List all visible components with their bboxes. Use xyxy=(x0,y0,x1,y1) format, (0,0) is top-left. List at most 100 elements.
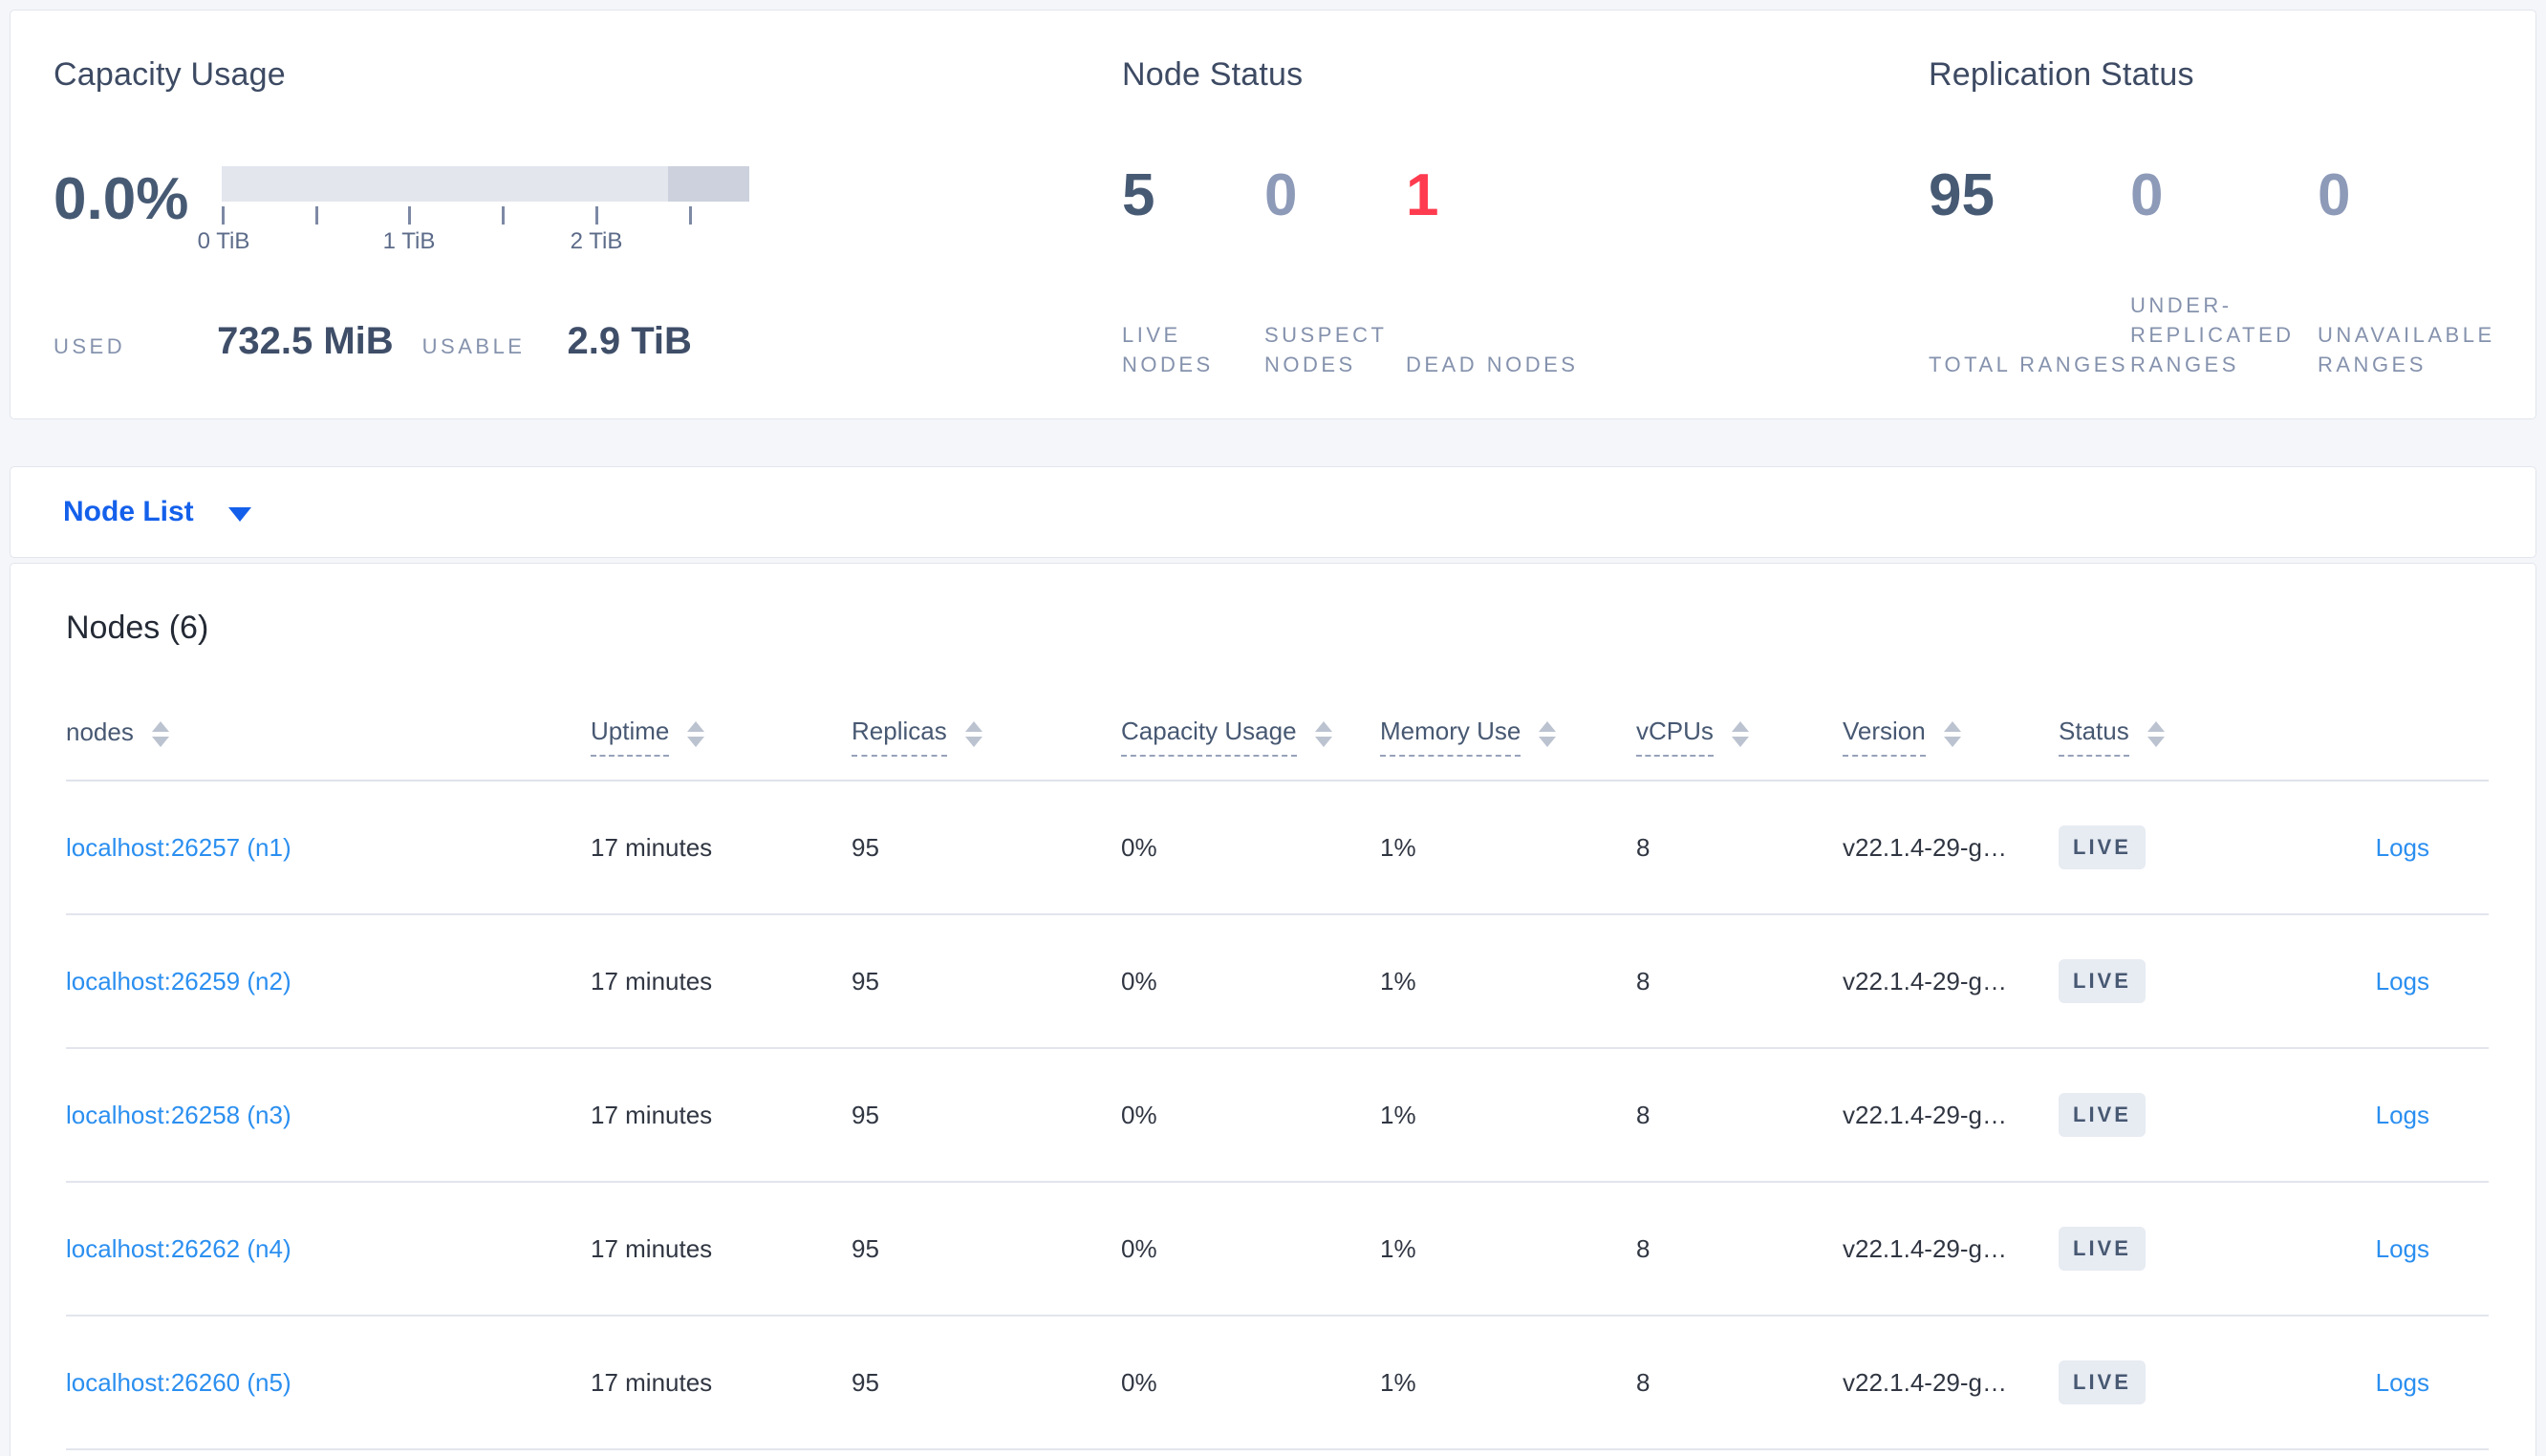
sort-icon xyxy=(1943,720,1961,747)
node-status-title: Node Status xyxy=(1122,56,1304,93)
memory-use-cell: 1% xyxy=(1380,1233,1416,1263)
node-table-row: localhost:26257 (n1) 17 minutes 95 0% 1%… xyxy=(66,782,2489,915)
node-table-row: localhost:26260 (n5) 17 minutes 95 0% 1%… xyxy=(66,1317,2489,1450)
capacity-usage-section: Capacity Usage 0.0% 0 TiB 1 TiB xyxy=(54,54,1067,363)
metric-value: 1 xyxy=(1406,162,1439,228)
column-header: Capacity Usage xyxy=(1121,717,1380,757)
column-sort-control[interactable]: Memory Use xyxy=(1380,717,1557,757)
version-cell: v22.1.4-29-g… xyxy=(1843,832,2007,862)
summary-metric: 1 DEAD NODES xyxy=(1406,158,1607,379)
uptime-cell: 17 minutes xyxy=(591,1100,713,1129)
column-sort-control[interactable]: vCPUs xyxy=(1636,717,1749,757)
column-label: vCPUs xyxy=(1636,717,1714,757)
node-table-row: localhost:26262 (n4) 17 minutes 95 0% 1%… xyxy=(66,1183,2489,1317)
used-label: USED xyxy=(54,334,126,358)
node-list-dropdown[interactable]: Node List xyxy=(63,496,251,528)
capacity-axis-labels: 0 TiB 1 TiB 2 TiB xyxy=(198,228,749,257)
metric-value: 0 xyxy=(1264,162,1298,228)
node-address-link[interactable]: localhost:26259 (n2) xyxy=(66,966,291,996)
table-header-row: nodes Uptime Replicas Capacity Usage xyxy=(66,717,2489,782)
uptime-cell: 17 minutes xyxy=(591,1233,713,1263)
node-address-link[interactable]: localhost:26258 (n3) xyxy=(66,1100,291,1129)
uptime-cell: 17 minutes xyxy=(591,966,713,996)
sort-icon xyxy=(964,720,982,747)
version-cell: v22.1.4-29-g… xyxy=(1843,966,2007,996)
column-sort-control[interactable]: Replicas xyxy=(852,717,982,757)
sort-icon xyxy=(151,720,169,747)
column-header: Status xyxy=(2059,717,2276,757)
summary-metric: 95 TOTAL RANGES xyxy=(1929,158,2130,379)
metric-label: DEAD NODES xyxy=(1406,353,1579,376)
node-status-metrics: 5 LIVE NODES 0 SUSPECT NODES 1 DEAD NODE… xyxy=(1122,158,1657,379)
capacity-usage-cell: 0% xyxy=(1121,1100,1157,1129)
vcpus-cell: 8 xyxy=(1636,1367,1651,1397)
node-address-link[interactable]: localhost:26262 (n4) xyxy=(66,1233,291,1263)
capacity-usage-cell: 0% xyxy=(1121,1367,1157,1397)
status-badge: LIVE xyxy=(2059,959,2146,1003)
column-label: Memory Use xyxy=(1380,717,1521,757)
logs-link[interactable]: Logs xyxy=(2375,1367,2429,1397)
version-cell: v22.1.4-29-g… xyxy=(1843,1233,2007,1263)
column-sort-control[interactable]: Uptime xyxy=(591,717,705,757)
status-badge: LIVE xyxy=(2059,1093,2146,1137)
tick-label-1: 1 TiB xyxy=(382,228,436,254)
capacity-used-percent: 0.0% xyxy=(54,166,189,232)
summary-metric: 0 SUSPECT NODES xyxy=(1264,158,1406,379)
vcpus-cell: 8 xyxy=(1636,966,1651,996)
column-sort-control[interactable]: Capacity Usage xyxy=(1121,717,1332,757)
metric-label: SUSPECT NODES xyxy=(1264,323,1388,376)
column-header: nodes xyxy=(66,717,591,756)
column-label: Uptime xyxy=(591,717,670,757)
metric-value: 5 xyxy=(1122,162,1155,228)
replicas-cell: 95 xyxy=(852,966,879,996)
memory-use-cell: 1% xyxy=(1380,1100,1416,1129)
version-cell: v22.1.4-29-g… xyxy=(1843,1367,2007,1397)
metric-label: LIVE NODES xyxy=(1122,323,1214,376)
capacity-usage-title: Capacity Usage xyxy=(54,56,286,93)
logs-link[interactable]: Logs xyxy=(2375,1233,2429,1263)
table-body: localhost:26257 (n1) 17 minutes 95 0% 1%… xyxy=(66,782,2489,1450)
sort-icon xyxy=(1731,720,1749,747)
logs-link[interactable]: Logs xyxy=(2375,966,2429,996)
capacity-bar-used-segment xyxy=(668,166,749,202)
replicas-cell: 95 xyxy=(852,832,879,862)
capacity-axis-ticks xyxy=(222,202,749,225)
uptime-cell: 17 minutes xyxy=(591,1367,713,1397)
cluster-summary-panel: Capacity Usage 0.0% 0 TiB 1 TiB xyxy=(10,10,2536,419)
metric-value: 0 xyxy=(2130,162,2164,228)
sort-icon xyxy=(687,720,705,747)
status-badge: LIVE xyxy=(2059,1360,2146,1404)
version-cell: v22.1.4-29-g… xyxy=(1843,1100,2007,1129)
node-address-link[interactable]: localhost:26257 (n1) xyxy=(66,832,291,862)
metric-label: UNAVAILABLE RANGES xyxy=(2318,323,2495,376)
vcpus-cell: 8 xyxy=(1636,1100,1651,1129)
replicas-cell: 95 xyxy=(852,1367,879,1397)
capacity-usage-cell: 0% xyxy=(1121,1233,1157,1263)
column-label: Status xyxy=(2059,717,2129,757)
column-label: Capacity Usage xyxy=(1121,717,1297,757)
replication-status-metrics: 95 TOTAL RANGES 0 UNDER-REPLICATED RANGE… xyxy=(1929,158,2540,379)
replication-status-section: Replication Status 95 TOTAL RANGES 0 UND… xyxy=(1929,54,2540,379)
column-sort-control[interactable]: nodes xyxy=(66,717,169,756)
capacity-used-usable: USED 732.5 MiB USABLE 2.9 TiB xyxy=(54,320,1067,363)
dropdown-caret-icon xyxy=(227,506,251,522)
node-address-link[interactable]: localhost:26260 (n5) xyxy=(66,1367,291,1397)
column-sort-control[interactable]: Version xyxy=(1843,717,1961,757)
memory-use-cell: 1% xyxy=(1380,1367,1416,1397)
replicas-cell: 95 xyxy=(852,1100,879,1129)
logs-link[interactable]: Logs xyxy=(2375,832,2429,862)
sort-icon xyxy=(1314,720,1332,747)
capacity-usage-cell: 0% xyxy=(1121,966,1157,996)
capacity-usage-gauge: 0 TiB 1 TiB 2 TiB xyxy=(198,166,749,257)
logs-link[interactable]: Logs xyxy=(2375,1100,2429,1129)
node-table-row: localhost:26259 (n2) 17 minutes 95 0% 1%… xyxy=(66,915,2489,1049)
column-sort-control[interactable]: Status xyxy=(2059,717,2165,757)
nodes-table-card: Nodes (6) nodes Uptime Replicas Capacity… xyxy=(10,563,2536,1456)
metric-value: 0 xyxy=(2318,162,2351,228)
column-header: Uptime xyxy=(591,717,852,757)
vcpus-cell: 8 xyxy=(1636,1233,1651,1263)
usable-value: 2.9 TiB xyxy=(567,320,692,362)
column-label: Replicas xyxy=(852,717,947,757)
tick-label-0: 0 TiB xyxy=(197,228,250,254)
uptime-cell: 17 minutes xyxy=(591,832,713,862)
